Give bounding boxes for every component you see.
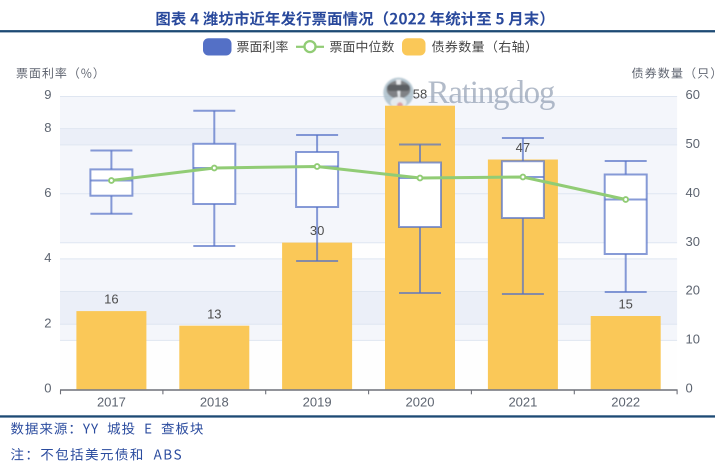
svg-text:13: 13	[207, 306, 221, 321]
svg-text:2021: 2021	[508, 394, 537, 409]
svg-text:2017: 2017	[97, 394, 126, 409]
svg-text:6: 6	[44, 185, 51, 200]
svg-text:40: 40	[686, 185, 700, 200]
svg-text:58: 58	[413, 86, 427, 101]
svg-text:2018: 2018	[200, 394, 229, 409]
svg-text:0: 0	[686, 381, 693, 396]
svg-text:20: 20	[686, 283, 700, 298]
svg-text:50: 50	[686, 136, 700, 151]
svg-text:2022: 2022	[611, 394, 640, 409]
svg-text:9: 9	[44, 87, 51, 102]
svg-text:Ratingdog: Ratingdog	[428, 75, 555, 111]
svg-text:0: 0	[44, 381, 51, 396]
svg-text:2: 2	[44, 315, 51, 330]
svg-text:60: 60	[686, 87, 700, 102]
svg-text:8: 8	[44, 120, 51, 135]
svg-text:30: 30	[686, 234, 700, 249]
svg-text:16: 16	[104, 292, 118, 307]
svg-text:4: 4	[44, 250, 51, 265]
svg-text:2020: 2020	[406, 394, 435, 409]
svg-text:15: 15	[618, 297, 632, 312]
svg-text:2019: 2019	[303, 394, 332, 409]
svg-text:10: 10	[686, 332, 700, 347]
